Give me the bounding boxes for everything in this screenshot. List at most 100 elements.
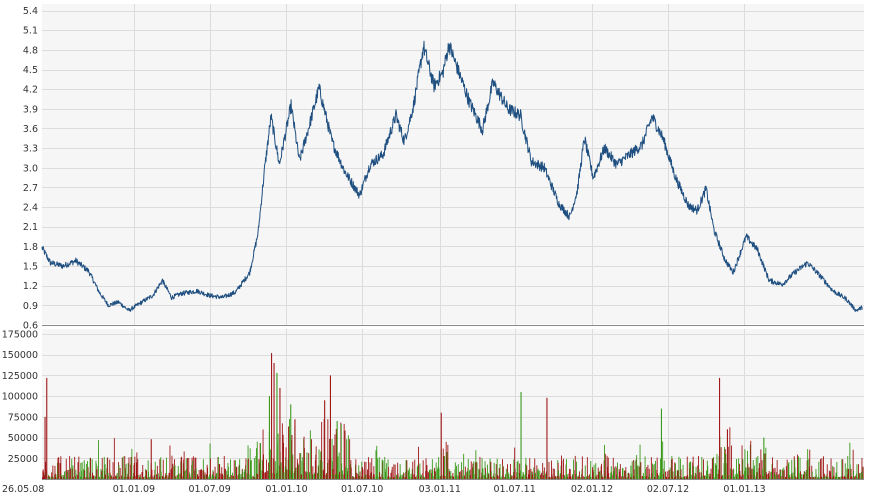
volume-spike-bar (273, 363, 275, 479)
volume-bar (748, 475, 750, 479)
volume-bar (640, 462, 642, 479)
volume-bar (663, 460, 665, 479)
volume-bar (842, 459, 844, 479)
volume-bar (373, 466, 375, 479)
price-y-tick-label: 1.8 (23, 242, 38, 253)
volume-bar (558, 470, 559, 479)
volume-bar (75, 474, 77, 479)
volume-bar (601, 463, 602, 479)
volume-bar (368, 457, 369, 479)
volume-bar (391, 466, 393, 479)
volume-bar (192, 456, 194, 479)
volume-bar (368, 475, 370, 479)
volume-bar (312, 474, 314, 479)
volume-bar (764, 453, 766, 479)
volume-bar (220, 473, 222, 479)
volume-bar (786, 459, 788, 479)
volume-bar (856, 464, 858, 479)
volume-bar (694, 476, 696, 479)
volume-bar (858, 464, 859, 479)
volume-bar (604, 444, 605, 479)
volume-bar (210, 477, 212, 479)
price-y-tick-label: 4.8 (23, 45, 38, 56)
volume-bar (757, 455, 759, 479)
volume-bar (84, 477, 86, 479)
volume-bar (124, 470, 126, 479)
volume-bar (490, 471, 492, 479)
volume-bar (216, 472, 218, 479)
volume-bar (267, 470, 269, 479)
volume-bar (121, 457, 123, 479)
volume-bar (449, 471, 450, 479)
volume-bar (484, 475, 485, 479)
volume-bar (108, 475, 109, 479)
volume-bar (645, 469, 646, 479)
x-tick-label: 02.01.12 (571, 484, 613, 495)
volume-bar (821, 477, 823, 479)
volume-bar (426, 477, 427, 479)
volume-bar (459, 471, 460, 479)
volume-bar (450, 471, 452, 479)
volume-bar (715, 465, 717, 479)
volume-bar (619, 464, 621, 479)
volume-bar (355, 476, 357, 479)
volume-bar (222, 473, 223, 479)
volume-bar (426, 471, 428, 479)
volume-bar (302, 457, 304, 479)
volume-bar (728, 475, 730, 479)
volume-bar (780, 476, 782, 479)
volume-bar (215, 473, 217, 479)
price-y-tick-label: 2.7 (23, 183, 38, 194)
price-y-tick-label: 5.1 (23, 26, 38, 37)
volume-bar (785, 477, 787, 479)
volume-bar (286, 469, 288, 479)
volume-bar (122, 475, 124, 479)
volume-spike-bar (276, 372, 278, 479)
volume-bar (332, 469, 334, 479)
volume-spike-bar (440, 412, 442, 479)
volume-bar (208, 476, 210, 479)
volume-bar (636, 455, 638, 479)
volume-bar (314, 473, 315, 479)
volume-bar (109, 459, 111, 479)
volume-bar (370, 476, 371, 479)
volume-bar (533, 467, 535, 479)
volume-bar (42, 469, 44, 479)
volume-bar (772, 457, 773, 479)
volume-bar (590, 461, 592, 479)
volume-bar (411, 469, 413, 479)
volume-bar (646, 467, 648, 479)
volume-bar (160, 457, 162, 479)
volume-bar (470, 469, 472, 479)
volume-bar (315, 446, 317, 479)
volume-bar (235, 460, 236, 479)
volume-bar (81, 462, 83, 479)
volume-bar (438, 457, 440, 479)
volume-bar (580, 477, 582, 479)
volume-bar (776, 460, 778, 479)
volume-bar (213, 475, 215, 479)
volume-bar (482, 475, 483, 479)
volume-bar (236, 466, 238, 479)
volume-bar (777, 474, 779, 479)
volume-plot-area (42, 329, 864, 479)
volume-bar (800, 474, 802, 479)
x-tick-label: 01.07.10 (341, 484, 383, 495)
price-series-line (41, 40, 863, 312)
volume-bar (92, 472, 93, 479)
volume-bar (540, 477, 542, 479)
volume-bar (451, 475, 453, 479)
volume-bar (534, 458, 536, 479)
volume-bar (116, 473, 118, 479)
volume-bar (407, 470, 409, 479)
volume-bar (818, 477, 820, 479)
volume-bar (68, 469, 70, 479)
volume-bar (739, 471, 741, 479)
volume-bar (491, 477, 493, 479)
volume-bar (848, 468, 849, 479)
volume-bar (836, 462, 838, 479)
volume-bar (479, 457, 481, 479)
volume-bar (678, 456, 680, 479)
volume-bar (478, 468, 480, 479)
volume-bar (148, 471, 149, 479)
